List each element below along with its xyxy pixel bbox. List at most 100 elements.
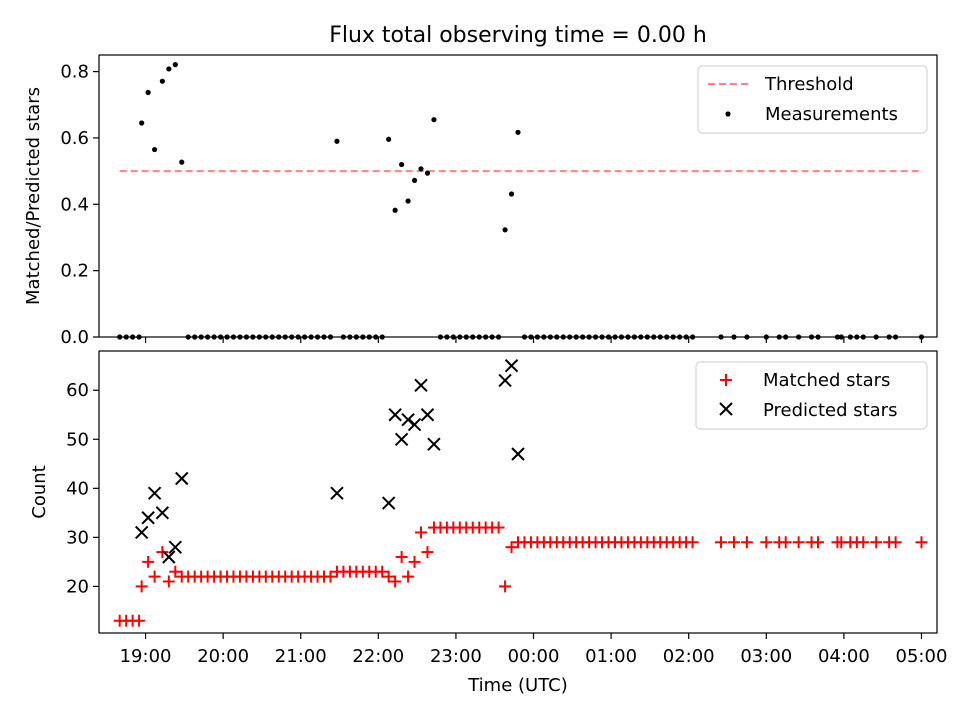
top-legend-box [697,65,928,134]
predicted-star-point [498,373,512,388]
top-y-tick-label: 0.6 [60,128,89,149]
matched-star-point [492,521,505,534]
bottom-y-tick-label: 40 [66,478,89,499]
matched-star-point [156,546,169,559]
predicted-star-point [330,486,344,500]
measurement-point [172,62,178,68]
bottom-y-tick-label: 30 [66,527,89,548]
predicted-star-point [155,506,170,520]
x-tick-label: 19:00 [120,646,172,667]
matched-star-point [915,536,928,549]
predicted-star-point [147,486,162,500]
measurement-point [159,78,165,84]
legend-predicted-marker [719,402,733,416]
matched-star-point [505,541,518,554]
x-axis-label: Time (UTC) [467,675,568,696]
measurement-point [508,191,515,197]
legend-predicted-label: Predicted stars [763,400,897,421]
matched-star-point [740,536,753,549]
matched-star-point [760,536,773,549]
matched-star-point [408,555,421,568]
matched-star-point [376,565,389,578]
predicted-star-point [141,511,155,525]
measurement-point [405,198,411,204]
matched-star-point [727,536,740,549]
bottom-y-axis-label: Count [29,465,50,518]
x-tick-label: 23:00 [430,646,482,667]
legend-matched-label: Matched stars [763,370,890,391]
predicted-star-point [511,447,525,461]
measurement-point [515,129,521,135]
top-x-ticks [144,337,923,343]
matched-star-point [812,536,825,549]
matched-star-point [148,570,161,583]
bottom-y-tick-label: 20 [66,576,89,597]
predicted-star-point [414,378,428,393]
measurement-point [334,138,340,144]
predicted-star-point [504,359,519,373]
predicted-star-point [407,417,422,432]
top-y-axis-label: Matched/Predicted stars [23,87,44,305]
matched-star-point [779,536,792,549]
predicted-star-point [427,437,441,451]
predicted-star-point [381,496,396,510]
matched-star-point [870,536,883,549]
predicted-star-point [168,540,183,554]
x-tick-label: 20:00 [197,646,249,667]
top-plot-area: 0.00.20.40.60.8 Matched/Predicted stars … [23,54,938,348]
x-tick-label: 22:00 [352,646,404,667]
top-data-layer [117,62,925,340]
measurement-point [179,159,185,165]
bottom-y-tick-label: 60 [66,380,89,401]
matched-star-point [133,614,146,627]
matched-star-point [382,570,395,583]
matched-star-point [162,575,175,588]
matched-star-point [715,536,728,549]
bottom-axes-frame [98,350,938,634]
top-axes-frame [98,54,938,338]
measurement-point [386,136,392,142]
matched-star-point [499,580,512,593]
matched-star-point [857,536,870,549]
matched-star-point [402,570,415,583]
x-tick-label: 04:00 [818,646,870,667]
measurement-point [399,161,405,168]
predicted-star-point [401,412,415,427]
measurement-point [392,207,398,213]
bottom-plot-area: 20 30 40 50 60 19:00 20:00 21:00 22:00 23:00 00:0… [29,350,947,696]
measurement-point [431,117,437,123]
matched-star-point [135,580,148,593]
measurement-point [152,146,158,153]
bottom-y-ticks: 20 30 40 50 60 [66,380,99,597]
predicted-star-point [394,432,409,446]
matched-star-point [389,575,402,588]
x-tick-label: 03:00 [740,646,792,667]
top-y-tick-label: 0.8 [60,62,89,83]
measurement-point [424,170,431,176]
predicted-star-point [162,550,176,564]
legend-threshold-label: Threshold [764,74,854,95]
top-y-tick-label: 0.4 [60,194,89,215]
bottom-x-ticks: 19:00 20:00 21:00 22:00 23:00 00:00 01:00 02:00… [120,633,947,667]
bottom-legend: Matched stars Predicted stars [695,361,928,430]
bottom-data-layer [113,359,928,627]
x-tick-label: 02:00 [663,646,715,667]
legend-matched-marker [720,374,732,386]
predicted-star-point [388,408,402,422]
predicted-star-point [175,471,189,486]
matched-star-point [324,570,337,583]
measurement-point [418,166,424,172]
predicted-star-point [420,408,435,422]
measurement-point [145,89,151,96]
matched-star-point [395,550,408,563]
x-tick-label: 00:00 [508,646,560,667]
measurement-point [411,177,418,184]
top-y-ticks: 0.0 0.2 0.4 0.6 0.8 [60,62,99,348]
x-tick-label: 01:00 [585,646,637,667]
matched-star-point [792,536,805,549]
matched-star-point [686,536,699,549]
measurement-point [166,66,172,72]
measurement-point [502,227,508,233]
legend-measurements-marker [725,111,731,117]
